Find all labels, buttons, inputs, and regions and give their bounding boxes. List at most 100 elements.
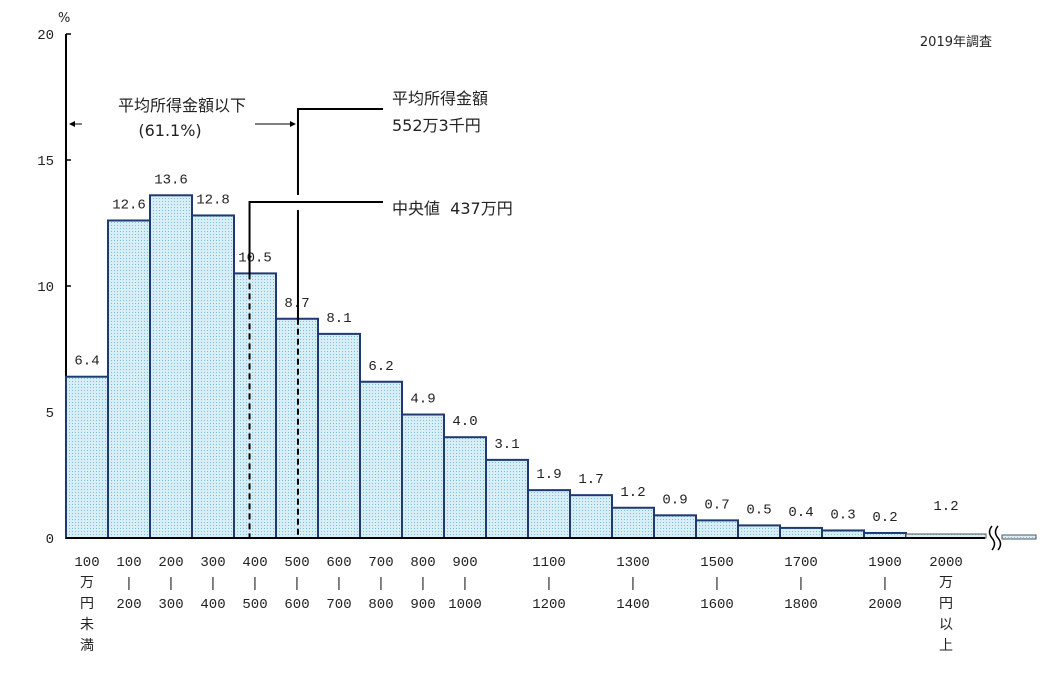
x-tick-label: 円 (80, 596, 94, 612)
bar (233, 272, 277, 539)
value-label: 12.6 (112, 197, 146, 213)
value-label: 8.1 (326, 311, 351, 327)
y-tick-label: 10 (37, 280, 54, 296)
left-arrow-icon (69, 121, 75, 127)
bar (569, 494, 613, 540)
bar (443, 436, 487, 540)
x-tick-label: | (713, 576, 721, 592)
value-label: 1.2 (620, 485, 645, 501)
bar (695, 519, 739, 539)
x-tick-label: 200 (158, 555, 183, 571)
x-tick-label: 600 (326, 555, 351, 571)
value-label: 1.9 (536, 467, 561, 483)
value-label: 0.9 (662, 492, 687, 508)
x-tick-label: | (209, 576, 217, 592)
value-label: 3.1 (494, 437, 519, 453)
value-label: 12.8 (196, 192, 230, 208)
value-label: 4.9 (410, 392, 435, 408)
x-tick-label: 500 (284, 555, 309, 571)
median-label: 中央値 437万円 (392, 199, 513, 218)
mean-label: 平均所得金額 (392, 89, 488, 108)
mean-value: 552万3千円 (392, 116, 481, 135)
x-tick-label: 1100 (532, 555, 566, 571)
x-tick-label: | (293, 576, 301, 592)
x-tick-label: 200 (116, 597, 141, 613)
y-tick-label: 20 (37, 28, 54, 44)
x-tick-label: | (419, 576, 427, 592)
value-label: 1.2 (933, 499, 958, 515)
x-tick-label: 万 (939, 575, 953, 591)
value-label: 10.5 (238, 250, 272, 266)
bar (65, 375, 109, 539)
value-label: 4.0 (452, 414, 477, 430)
y-axis-unit: % (58, 11, 70, 26)
axis-break-icon (988, 525, 1002, 551)
bar (359, 380, 403, 540)
bar (611, 506, 655, 540)
x-tick-label: | (461, 576, 469, 592)
right-arrow-icon (289, 121, 296, 127)
value-label: 13.6 (154, 172, 188, 188)
x-tick-label: 1600 (700, 597, 734, 613)
x-tick-label: | (377, 576, 385, 592)
x-tick-label: | (335, 576, 343, 592)
x-tick-label: 1400 (616, 597, 650, 613)
bar (401, 413, 445, 539)
x-tick-label: | (545, 576, 553, 592)
x-tick-label: 万 (80, 575, 94, 591)
value-label: 1.7 (578, 472, 603, 488)
x-tick-label: | (167, 576, 175, 592)
x-tick-label: 1200 (532, 597, 566, 613)
x-tick-label: 円 (939, 596, 953, 612)
x-tick-label: 900 (452, 555, 477, 571)
bar (737, 524, 781, 540)
below-mean-label: 平均所得金額以下 (118, 96, 246, 115)
x-tick-label: | (797, 576, 805, 592)
x-tick-label: 100 (116, 555, 141, 571)
y-tick-label: 5 (46, 406, 54, 422)
value-label: 6.4 (74, 354, 99, 370)
x-tick-label: 1500 (700, 555, 734, 571)
bar (653, 514, 697, 540)
x-tick-label: 700 (368, 555, 393, 571)
bar-continuation (1001, 534, 1037, 540)
x-tick-label: 1900 (868, 555, 902, 571)
x-tick-label: 300 (200, 555, 225, 571)
annotations: 平均所得金額以下 (61.1%) 平均所得金額 552万3千円 中央値 437万… (69, 89, 513, 538)
x-tick-label: 700 (326, 597, 351, 613)
value-label: 6.2 (368, 359, 393, 375)
x-tick-label: 100 (74, 555, 99, 571)
survey-note: 2019年調査 (920, 35, 992, 50)
x-tick-label: 2000 (929, 555, 963, 571)
x-tick-label: 600 (284, 597, 309, 613)
x-tick-label: | (125, 576, 133, 592)
x-tick-label: | (629, 576, 637, 592)
x-tick-label: 1800 (784, 597, 818, 613)
below-mean-percent: (61.1%) (138, 121, 201, 140)
value-label: 0.3 (830, 507, 855, 523)
y-tick-label: 0 (46, 532, 54, 548)
bar (317, 332, 361, 539)
x-tick-label: 満 (80, 638, 94, 654)
value-label: 0.5 (746, 502, 771, 518)
x-tick-label: 800 (368, 597, 393, 613)
bar (485, 458, 529, 540)
bar (821, 529, 865, 540)
value-label: 0.7 (704, 497, 729, 513)
y-tick-label: 15 (37, 154, 54, 170)
bars (65, 194, 1037, 551)
bar (191, 214, 235, 539)
x-tick-label: 400 (200, 597, 225, 613)
mean-line (296, 108, 383, 195)
x-tick-label: 500 (242, 597, 267, 613)
x-tick-label: 以 (939, 617, 953, 633)
x-tick-label: 1000 (448, 597, 482, 613)
x-tick-label: 1300 (616, 555, 650, 571)
x-tick-label: 300 (158, 597, 183, 613)
x-tick-label: 未 (80, 617, 94, 633)
x-tick-label: 2000 (868, 597, 902, 613)
value-label: 0.4 (788, 505, 813, 521)
bar (149, 194, 193, 539)
